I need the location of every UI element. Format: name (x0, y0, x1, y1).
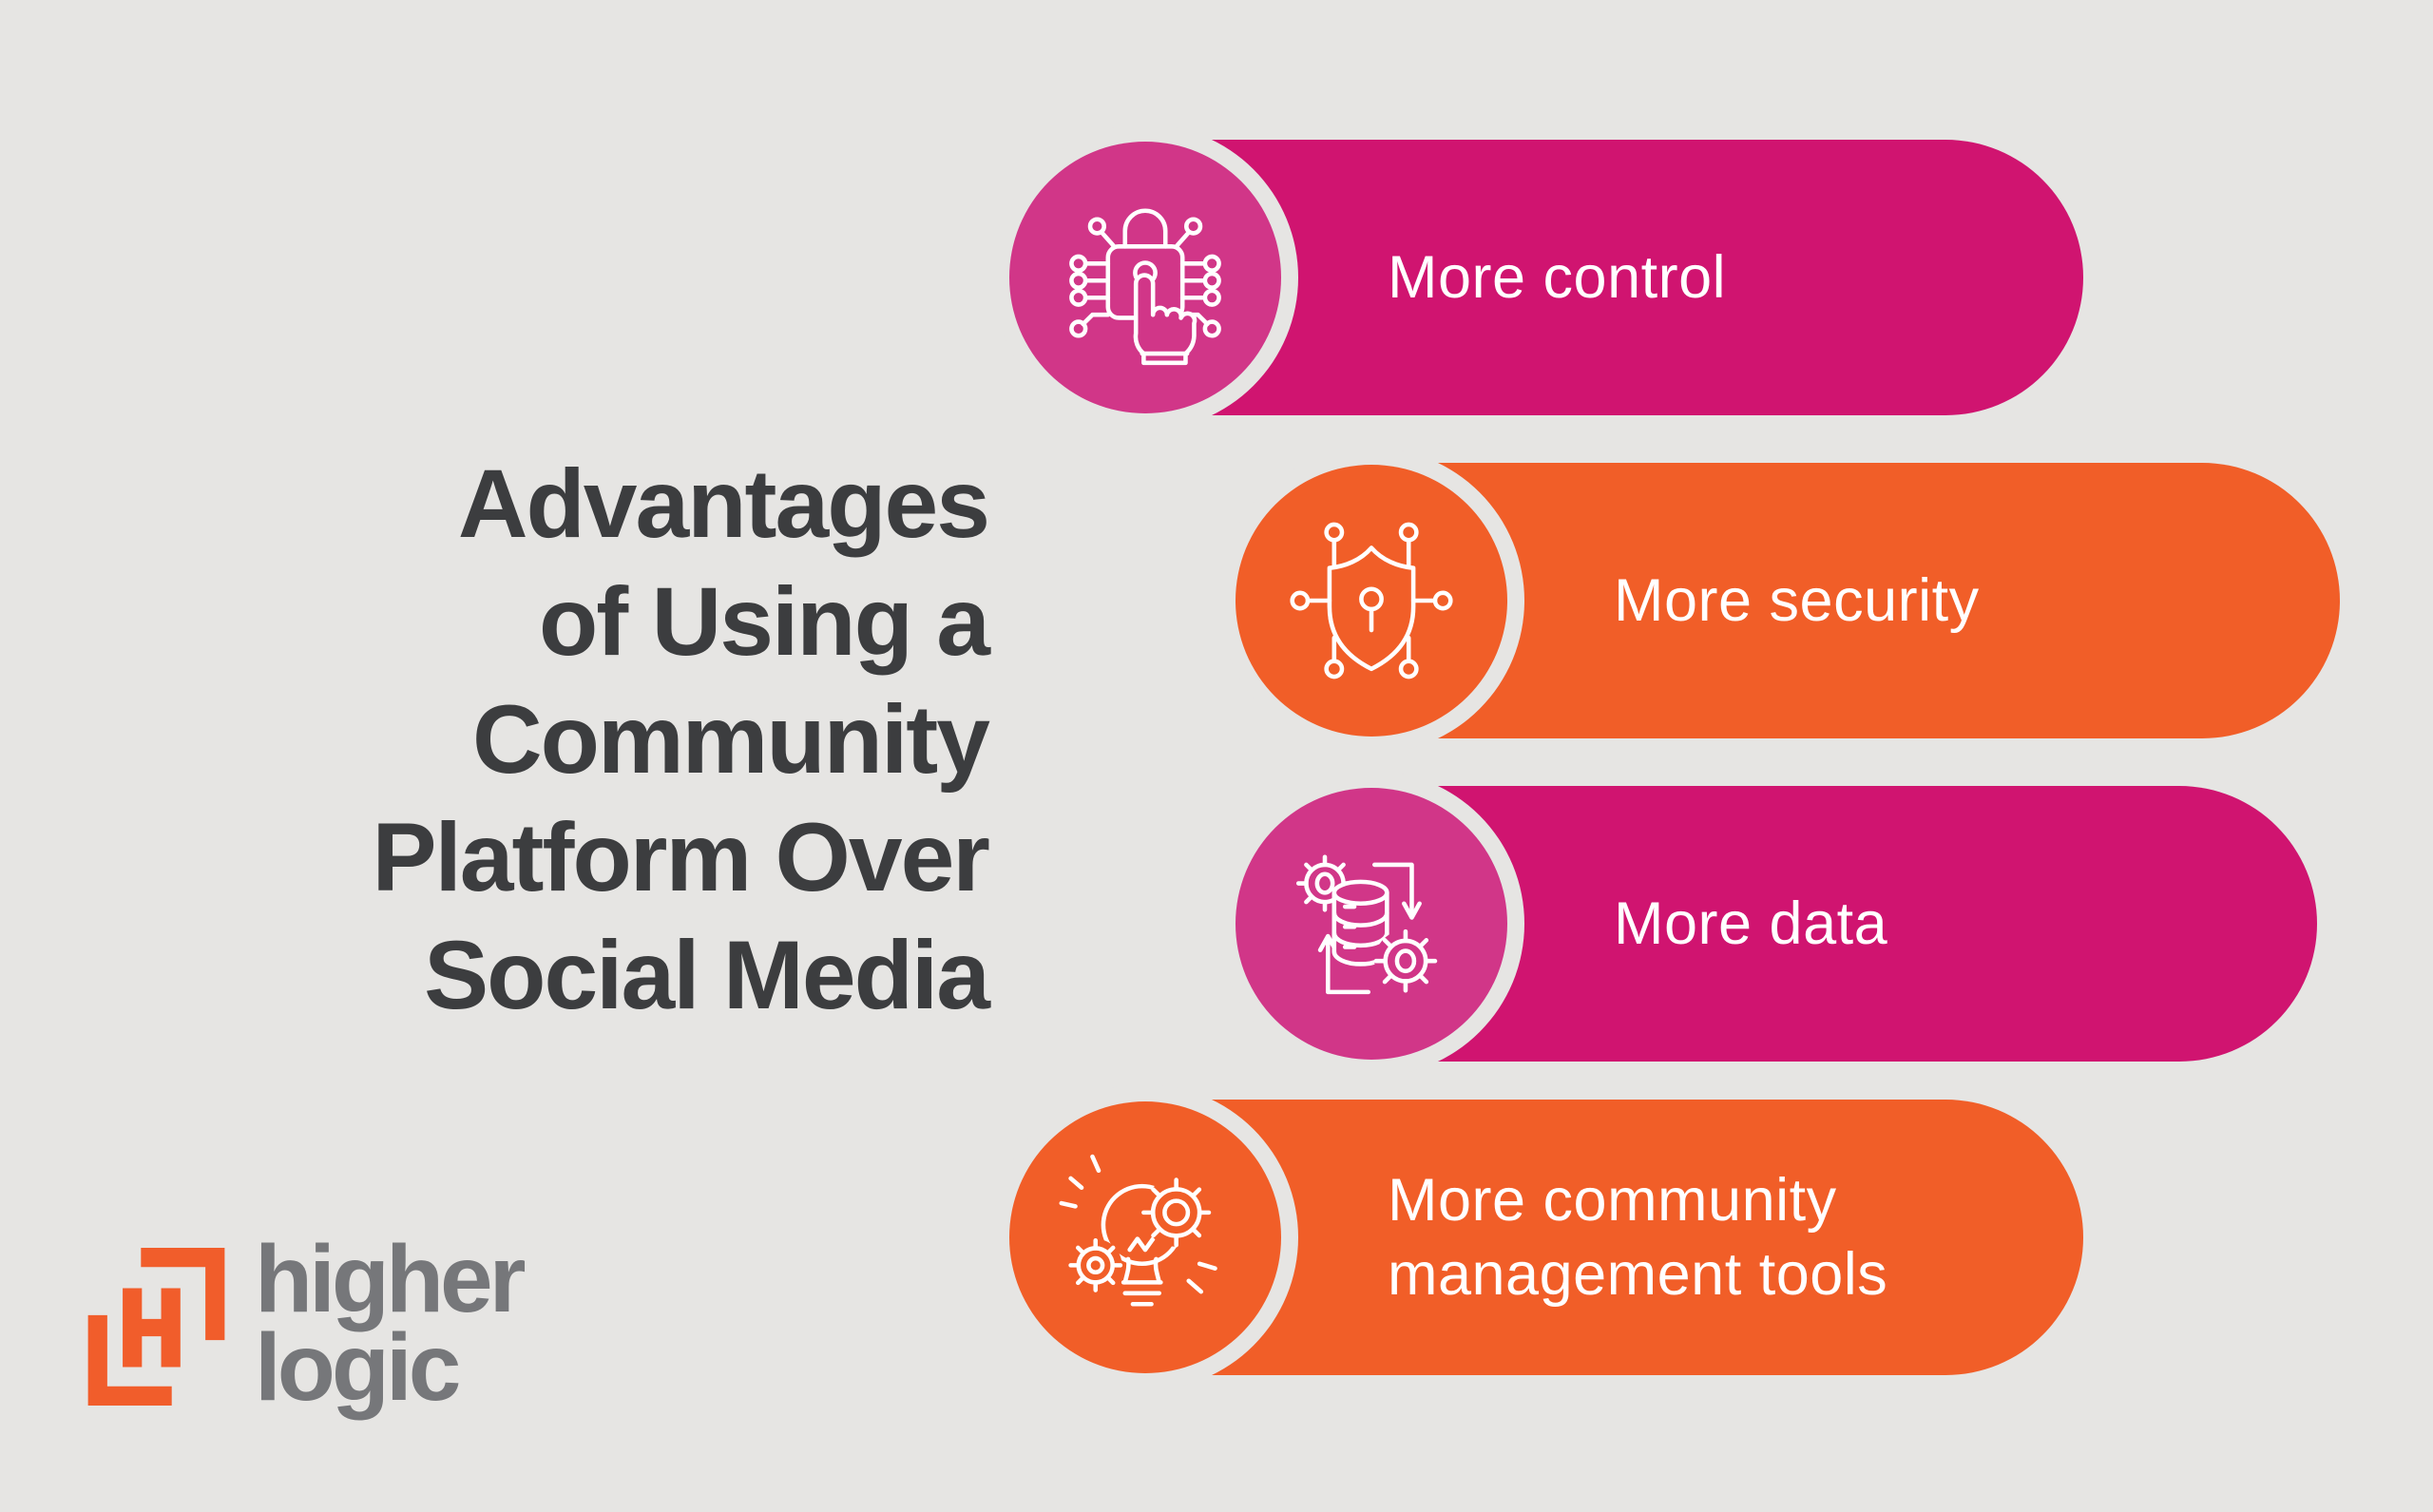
logo-word-logic: logic (255, 1314, 461, 1421)
title-line-5: Social Media (424, 921, 990, 1029)
page-title: Advantages of Using a Community Platform… (190, 445, 990, 1034)
benefit-badge-tools (1009, 1101, 1281, 1373)
title-line-2: of Using a (538, 567, 990, 676)
higher-logic-wordmark: higher logic (255, 1226, 527, 1421)
benefit-badge-data (1236, 788, 1507, 1060)
title-line-1: Advantages (457, 450, 990, 558)
benefit-label-tools-line-1: More community (1388, 1166, 1837, 1234)
database-gears-sync-icon (1295, 854, 1438, 995)
lock-circuit-tap-icon (1069, 208, 1221, 366)
higher-logic-mark-icon (87, 1248, 225, 1406)
lightbulb-gears-icon (1059, 1154, 1217, 1307)
benefit-label-data: More data (1614, 890, 1888, 957)
benefit-badge-control (1009, 142, 1281, 413)
shield-circuit-icon (1290, 522, 1453, 679)
benefit-label-security: More security (1614, 566, 1980, 634)
benefit-label-tools-line-2: management tools (1388, 1241, 1888, 1308)
title-line-4: Platform Over (372, 803, 990, 911)
benefit-badge-security (1236, 465, 1507, 737)
logo-word-higher: higher (255, 1226, 527, 1332)
title-line-3: Community (472, 685, 990, 794)
benefit-label-tools: More community management tools (1388, 1163, 1887, 1311)
benefit-label-control: More control (1388, 243, 1727, 311)
